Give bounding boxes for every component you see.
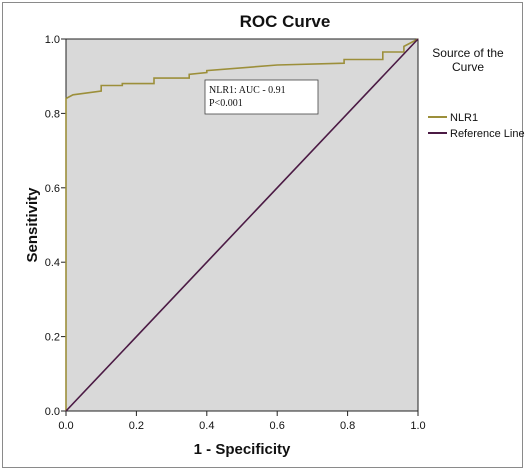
x-axis-label: 1 - Specificity (194, 441, 291, 458)
annotation-box: NLR1: AUC - 0.91 P<0.001 (204, 79, 319, 115)
x-tick-label: 1.0 (410, 420, 425, 432)
y-tick-label: 0.2 (45, 332, 60, 344)
series-line-nlr1 (65, 38, 419, 411)
x-tick-label: 0.0 (58, 420, 73, 432)
legend: Source of the Curve NLR1 Reference Line (428, 46, 525, 140)
series-line-reference-line (65, 38, 419, 412)
annotation-auc: NLR1: AUC - 0.91 (209, 85, 286, 96)
annotation-box-background (204, 79, 319, 115)
x-tick-label: 0.8 (340, 420, 355, 432)
y-tick-label: 0.6 (45, 183, 60, 195)
legend-title-line-2: Curve (452, 60, 484, 74)
x-axis: 0.0 0.2 0.4 0.6 0.8 1.0 (58, 411, 426, 432)
legend-label-nlr1: NLR1 (450, 112, 478, 124)
y-axis-label: Sensitivity (24, 187, 41, 263)
y-tick-label: 0.4 (45, 257, 60, 269)
y-tick-label: 0.0 (45, 406, 60, 418)
x-tick-label: 0.4 (199, 420, 214, 432)
x-tick-label: 0.6 (270, 420, 285, 432)
chart-title: ROC Curve (240, 12, 331, 31)
annotation-pvalue: P<0.001 (209, 98, 243, 109)
legend-label-reference: Reference Line (450, 128, 525, 140)
y-tick-label: 0.8 (45, 108, 60, 120)
x-tick-label: 0.2 (129, 420, 144, 432)
y-tick-label: 1.0 (45, 34, 60, 46)
legend-title-line-1: Source of the (432, 46, 504, 60)
series-layer (65, 38, 419, 412)
y-axis: 0.0 0.2 0.4 0.6 0.8 1.0 (45, 34, 66, 418)
